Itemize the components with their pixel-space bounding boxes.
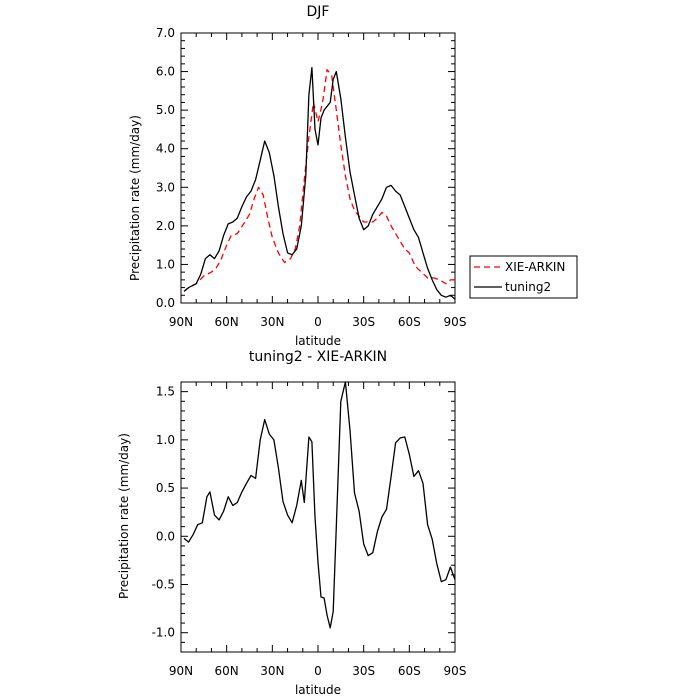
bottom-chart-title: tuning2 - XIE-ARKIN [249,349,387,365]
bottom-x-tick-label: 30S [352,664,375,678]
top-chart-title: DJF [307,4,330,20]
top-x-tick-label: 90S [444,315,467,329]
top-x-tick-label: 30S [352,315,375,329]
bottom-x-tick-label: 60S [398,664,421,678]
top-x-tick-label: 90N [169,315,193,329]
bottom-panel: tuning2 - XIE-ARKIN 90N 60N 30N 0 30S 60S 90S -… [117,349,466,697]
bottom-x-tick-label: 90N [169,664,193,678]
bottom-y-tick-label: 1.5 [156,385,175,399]
top-x-axis-label: latitude [295,334,341,348]
top-x-tick-label: 60N [215,315,239,329]
top-y-tick-label: 5.0 [156,103,175,117]
bottom-y-tick-label: 1.0 [156,433,175,447]
bottom-axis-ticks: 90N 60N 30N 0 30S 60S 90S -1.0 -0.5 0.0 0.5 1.0 1.5 [152,381,467,678]
top-y-tick-label: 4.0 [156,142,175,156]
top-x-tick-label: 0 [314,315,322,329]
bottom-y-tick-label: 0.0 [156,529,175,543]
bottom-x-axis-label: latitude [295,683,341,697]
top-y-tick-label: 3.0 [156,180,175,194]
bottom-y-axis-label: Precipitation rate (mm/day) [117,433,131,599]
legend-label-xie-arkin: XIE-ARKIN [505,260,565,274]
top-axis-ticks: 90N 60N 30N 0 30S 60S 90S 0.0 1.0 2.0 3.0 4.0 5.0 6.0… [156,26,467,329]
top-panel: DJF 90N 60N 30N 0 30S 60S 90S 0.0 1.0 2.0 3.0 4.0 5.… [128,4,578,348]
top-y-axis-label: Precipitation rate (mm/day) [128,115,142,281]
bottom-series-group [183,381,456,629]
bottom-y-tick-label: -1.0 [152,626,175,640]
bottom-x-tick-label: 30N [260,664,284,678]
top-y-tick-label: 0.0 [156,296,175,310]
top-y-tick-label: 1.0 [156,257,175,271]
bottom-x-tick-label: 60N [215,664,239,678]
legend: XIE-ARKIN tuning2 [469,255,578,299]
top-y-tick-label: 7.0 [156,26,175,40]
top-x-tick-label: 30N [260,315,284,329]
bottom-series-difference-line [183,381,456,629]
bottom-y-tick-label: 0.5 [156,481,175,495]
top-series-xie-arkin-line [183,68,455,292]
legend-label-tuning2: tuning2 [505,280,551,294]
bottom-y-tick-label: -0.5 [152,578,175,592]
top-series-tuning2-line [183,67,456,300]
bottom-plot-frame [180,381,456,653]
bottom-x-tick-label: 90S [444,664,467,678]
top-y-tick-label: 2.0 [156,219,175,233]
bottom-x-tick-label: 0 [314,664,322,678]
top-series-group [183,67,456,300]
top-y-tick-label: 6.0 [156,65,175,79]
legend-box [469,255,578,299]
top-x-tick-label: 60S [398,315,421,329]
